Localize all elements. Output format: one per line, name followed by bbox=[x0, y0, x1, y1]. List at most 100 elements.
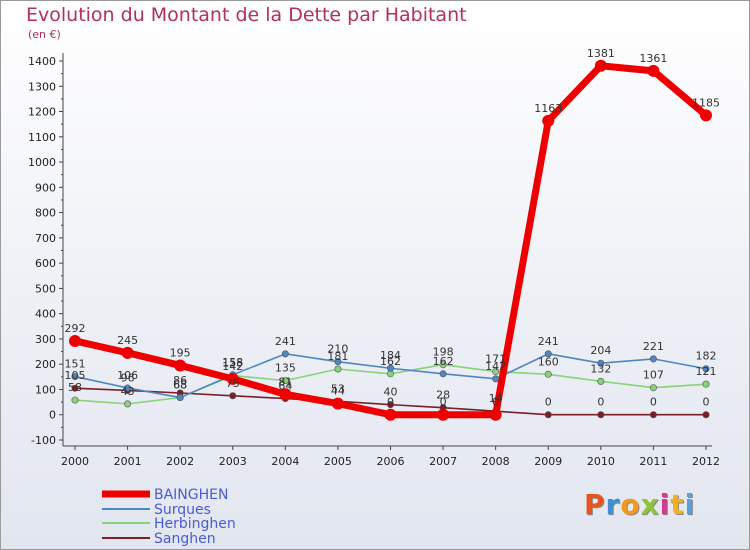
data-point bbox=[437, 408, 450, 421]
x-tick-label: 2002 bbox=[166, 455, 194, 468]
x-tick-label: 2005 bbox=[324, 455, 352, 468]
x-tick-label: 2008 bbox=[482, 455, 510, 468]
data-label: 241 bbox=[275, 335, 296, 348]
data-point bbox=[334, 365, 342, 373]
data-label: 68 bbox=[173, 379, 187, 392]
data-label: 184 bbox=[380, 349, 401, 362]
data-label: 292 bbox=[65, 322, 86, 335]
data-label: 221 bbox=[643, 340, 664, 353]
data-label: 1381 bbox=[587, 47, 615, 60]
data-label: 40 bbox=[384, 386, 398, 399]
data-label: 43 bbox=[121, 385, 135, 398]
legend-label-herbinghen: Herbinghen bbox=[154, 516, 236, 532]
data-label: 0 bbox=[650, 396, 657, 409]
data-label: 142 bbox=[222, 360, 243, 373]
data-point bbox=[226, 372, 239, 385]
data-point bbox=[439, 370, 447, 378]
data-point bbox=[69, 334, 81, 347]
data-label: 105 bbox=[65, 369, 86, 382]
proxiti-logo: Proxiti bbox=[584, 488, 695, 521]
data-point bbox=[174, 359, 187, 372]
y-tick-label: 1100 bbox=[28, 131, 56, 144]
data-label: 96 bbox=[121, 371, 135, 384]
data-label: 81 bbox=[278, 375, 292, 388]
data-point bbox=[649, 411, 657, 419]
y-tick-label: 500 bbox=[35, 282, 56, 295]
data-point bbox=[384, 408, 397, 421]
data-label: 106 bbox=[117, 369, 138, 382]
data-point bbox=[597, 359, 605, 367]
data-point bbox=[124, 400, 132, 408]
data-label: 1185 bbox=[692, 96, 720, 109]
data-point bbox=[386, 364, 394, 372]
y-tick-label: 200 bbox=[35, 358, 56, 371]
data-point bbox=[229, 392, 237, 400]
data-label: 151 bbox=[65, 358, 86, 371]
data-point bbox=[544, 411, 552, 419]
y-tick-label: 600 bbox=[35, 257, 56, 270]
data-label: 0 bbox=[440, 396, 447, 409]
y-tick-label: 800 bbox=[35, 207, 56, 220]
x-tick-label: 2009 bbox=[534, 455, 562, 468]
logo-letter: P bbox=[584, 488, 606, 521]
data-point bbox=[597, 411, 605, 419]
data-point bbox=[542, 114, 555, 127]
data-label: 204 bbox=[590, 344, 611, 357]
data-point bbox=[700, 109, 712, 122]
y-tick-label: 1200 bbox=[28, 106, 56, 119]
data-point bbox=[279, 388, 292, 401]
data-point bbox=[176, 394, 184, 402]
data-label: 0 bbox=[492, 396, 499, 409]
x-tick-label: 2011 bbox=[639, 455, 667, 468]
data-point bbox=[121, 346, 134, 359]
data-label: 68 bbox=[173, 379, 187, 392]
data-point bbox=[489, 408, 502, 421]
x-tick-label: 2004 bbox=[271, 455, 299, 468]
data-label: 195 bbox=[170, 346, 191, 359]
y-tick-label: 700 bbox=[35, 232, 56, 245]
data-label: 162 bbox=[380, 355, 401, 368]
data-label: 241 bbox=[538, 335, 559, 348]
data-label: 75 bbox=[226, 377, 240, 390]
x-tick-label: 2012 bbox=[692, 455, 720, 468]
data-label: 121 bbox=[696, 365, 717, 378]
legend-label-bainghen: BAINGHEN bbox=[154, 487, 228, 503]
legend-label-surques: Surques bbox=[154, 502, 211, 518]
data-label: 1163 bbox=[534, 102, 562, 115]
data-label: 182 bbox=[696, 350, 717, 363]
data-point bbox=[439, 361, 447, 369]
x-tick-label: 2007 bbox=[429, 455, 457, 468]
y-tick-label: 1400 bbox=[28, 55, 56, 68]
logo-letter: i bbox=[684, 488, 696, 521]
data-point bbox=[702, 365, 710, 373]
data-point bbox=[71, 373, 79, 381]
data-label: 158 bbox=[222, 356, 243, 369]
data-point bbox=[334, 358, 342, 366]
data-label: 135 bbox=[275, 362, 296, 375]
logo-letter: i bbox=[659, 488, 671, 521]
data-label: 0 bbox=[597, 396, 604, 409]
data-label: 155 bbox=[222, 357, 243, 370]
data-label: 0 bbox=[545, 396, 552, 409]
data-label: 132 bbox=[590, 362, 611, 375]
data-label: 198 bbox=[433, 346, 454, 359]
y-tick-label: 1300 bbox=[28, 80, 56, 93]
data-point bbox=[281, 377, 289, 385]
data-label: 107 bbox=[643, 369, 664, 382]
data-label: 28 bbox=[436, 389, 450, 402]
data-point bbox=[597, 377, 605, 385]
data-point bbox=[594, 59, 607, 72]
y-tick-label: 400 bbox=[35, 308, 56, 321]
data-point bbox=[702, 380, 710, 388]
x-tick-label: 2010 bbox=[587, 455, 615, 468]
y-tick-label: 900 bbox=[35, 181, 56, 194]
data-label: 86 bbox=[173, 374, 187, 387]
data-point bbox=[386, 401, 394, 409]
y-tick-label: -100 bbox=[31, 434, 56, 447]
data-label: 64 bbox=[278, 380, 292, 393]
chart-subtitle: (en €) bbox=[28, 28, 61, 41]
data-label: 142 bbox=[485, 360, 506, 373]
y-tick-label: 1000 bbox=[28, 156, 56, 169]
